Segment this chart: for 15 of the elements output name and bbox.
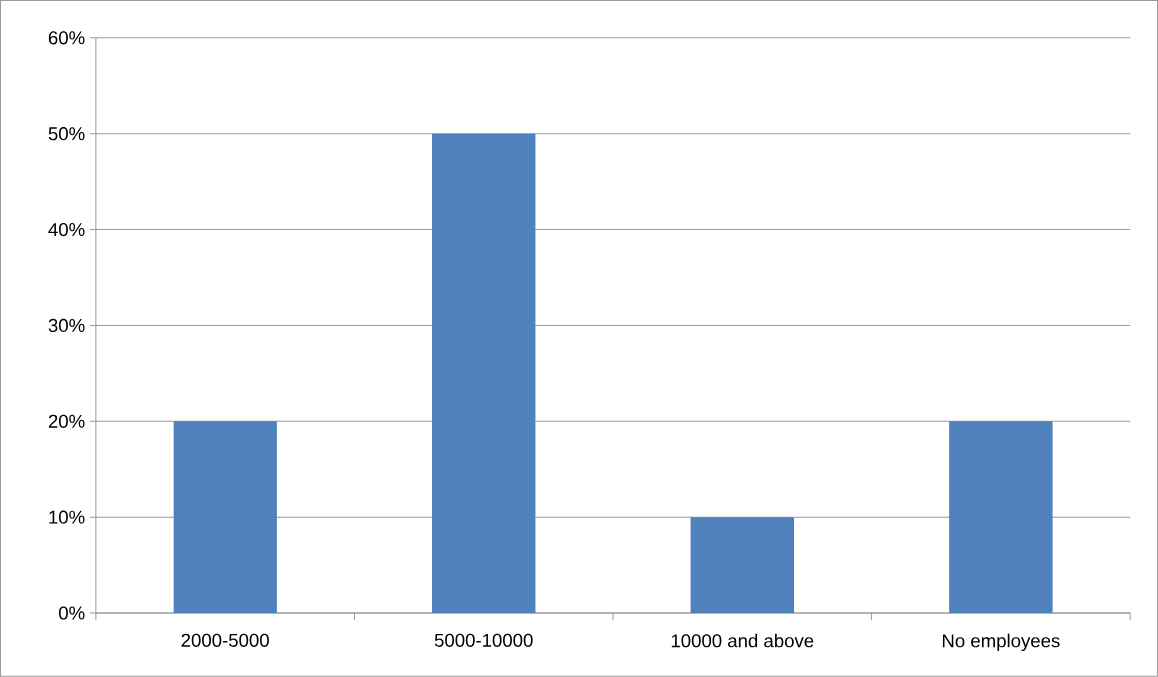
x-tick-label: 2000-5000	[181, 633, 269, 647]
x-tick-label: No employees	[942, 633, 1060, 652]
y-tick-label: 0%	[59, 606, 85, 620]
y-tick-label: 40%	[48, 223, 85, 237]
y-tick-label: 30%	[48, 318, 85, 333]
bar	[432, 133, 536, 614]
y-tick-label: 20%	[48, 414, 85, 428]
y-tick-label: 50%	[48, 127, 85, 141]
bar	[690, 517, 795, 614]
x-tick-label: 10000 and above	[671, 633, 814, 648]
bar	[173, 421, 277, 614]
bar	[949, 421, 1053, 614]
x-tick-label: 5000-10000	[434, 633, 533, 647]
y-tick-label: 60%	[48, 31, 85, 45]
y-tick-label: 10%	[49, 510, 85, 524]
